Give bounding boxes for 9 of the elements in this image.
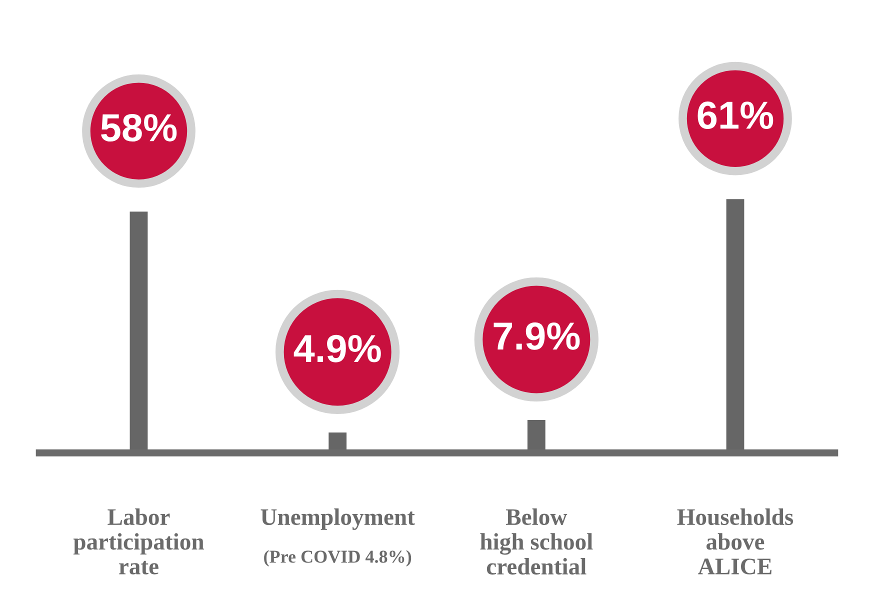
data-label: 7.9% [494,322,580,350]
x-tick-label: Below high school credential [480,508,593,575]
data-label: 61% [698,102,774,130]
text: (Pre COVID 4.8%) [264,550,412,566]
x-tick-label: Households above ALICE [677,508,794,574]
data-label: 58% [101,114,177,142]
data-label: 4.9% [294,334,381,362]
x-tick-label: Unemployment [260,508,415,530]
x-tick-label: Labor participation rate [73,508,204,574]
